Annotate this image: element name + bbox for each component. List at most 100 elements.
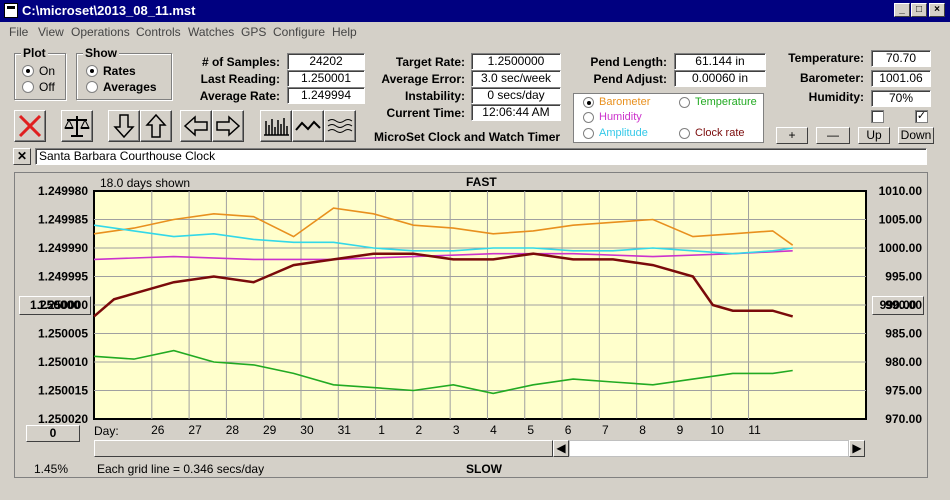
day-axis-label: Day: xyxy=(94,424,119,438)
samples-field: 24202 xyxy=(287,53,365,70)
menu-bar: File View Operations Controls Watches GP… xyxy=(0,22,950,42)
plus-button[interactable]: + xyxy=(776,127,808,144)
menu-configure[interactable]: Configure xyxy=(273,25,326,39)
series-humidity xyxy=(93,250,793,261)
menu-file[interactable]: File xyxy=(9,25,29,39)
menu-view[interactable]: View xyxy=(38,25,64,39)
legend-temperature: Temperature xyxy=(695,96,757,108)
percent-readout: 1.45% xyxy=(34,462,69,476)
up-button[interactable]: Up xyxy=(858,127,890,144)
legend-amplitude-radio[interactable] xyxy=(583,128,594,139)
temperature-label: Temperature: xyxy=(788,51,864,65)
left-tick-label: 1.250000 xyxy=(38,298,88,312)
current-time-label: Current Time: xyxy=(386,106,465,120)
average-rate-label: Average Rate: xyxy=(199,89,280,103)
series-clock-rate xyxy=(93,252,794,318)
maximize-icon[interactable]: □ xyxy=(911,3,927,17)
series-barometer xyxy=(93,207,794,246)
instability-label: Instability: xyxy=(404,89,465,103)
series-temperature xyxy=(93,349,793,395)
day-tick-label: 2 xyxy=(416,423,423,437)
close-x-button[interactable] xyxy=(14,110,46,142)
left-tick-label: 1.250005 xyxy=(38,327,88,341)
rate-up-button[interactable] xyxy=(140,110,172,142)
last-reading-field: 1.250001 xyxy=(287,70,365,87)
day-tick-label: 31 xyxy=(338,423,352,437)
plot-on-radio[interactable] xyxy=(22,65,34,77)
humidity-label: Humidity: xyxy=(808,90,864,104)
left-tick-label: 1.249985 xyxy=(38,213,88,227)
balance-button[interactable] xyxy=(61,110,93,142)
day-tick-label: 6 xyxy=(565,423,572,437)
plot-off-label: Off xyxy=(39,80,55,94)
scroll-left-arrow[interactable]: ◀ xyxy=(553,440,569,457)
clock-name-field[interactable]: Santa Barbara Courthouse Clock xyxy=(35,148,927,165)
wave-view-button[interactable] xyxy=(324,110,356,142)
legend-clockrate: Clock rate xyxy=(695,127,745,139)
show-rates-label: Rates xyxy=(103,64,136,78)
minimize-icon[interactable]: _ xyxy=(894,3,910,17)
scroll-left-button[interactable] xyxy=(180,110,212,142)
pend-adjust-field[interactable]: 0.00060 in xyxy=(674,70,766,87)
chart-frame xyxy=(14,172,928,478)
legend-temperature-radio[interactable] xyxy=(679,97,690,108)
menu-gps[interactable]: GPS xyxy=(241,25,267,39)
line-view-button[interactable] xyxy=(292,110,324,142)
right-tick-label: 970.00 xyxy=(885,412,922,426)
right-center-button[interactable]: 990.00 xyxy=(872,296,924,315)
day-tick-label: 8 xyxy=(639,423,646,437)
arrow-right-icon xyxy=(216,115,241,137)
rate-down-button[interactable] xyxy=(108,110,140,142)
close-icon[interactable]: × xyxy=(929,3,945,17)
show-averages-radio[interactable] xyxy=(86,81,98,93)
show-group-title: Show xyxy=(83,46,119,60)
day-tick-label: 9 xyxy=(677,423,684,437)
down-button[interactable]: Down xyxy=(898,127,934,144)
menu-watches[interactable]: Watches xyxy=(188,25,235,39)
minus-button[interactable]: — xyxy=(816,127,850,144)
legend-barometer-radio[interactable] xyxy=(583,97,594,108)
option-checkbox-2[interactable]: ✓ xyxy=(915,110,928,123)
zero-button[interactable]: 0 xyxy=(26,425,80,442)
option-checkbox-1[interactable] xyxy=(871,110,884,123)
plot-off-radio[interactable] xyxy=(22,81,34,93)
app-title: MicroSet Clock and Watch Timer xyxy=(374,130,561,144)
bars-view-icon xyxy=(264,118,289,136)
instability-field: 0 secs/day xyxy=(471,87,561,104)
pend-length-field[interactable]: 61.144 in xyxy=(674,53,766,70)
scroll-right-button[interactable] xyxy=(212,110,244,142)
day-tick-label: 29 xyxy=(263,423,277,437)
show-averages-label: Averages xyxy=(103,80,157,94)
series-amplitude xyxy=(93,224,793,255)
last-reading-label: Last Reading: xyxy=(200,72,280,86)
right-tick-label: 1005.00 xyxy=(879,213,923,227)
title-bar: C:\microset\2013_08_11.mst _ □ × xyxy=(0,0,950,22)
arrow-down-icon xyxy=(113,114,135,139)
menu-operations[interactable]: Operations xyxy=(71,25,130,39)
day-tick-label: 5 xyxy=(527,423,534,437)
plot-group: Plot On Off xyxy=(14,46,66,100)
right-tick-label: 985.00 xyxy=(885,327,922,341)
left-tick-label: 1.249990 xyxy=(38,241,88,255)
wave-view-icon xyxy=(327,119,353,133)
scroll-track[interactable] xyxy=(569,440,849,457)
barometer-label: Barometer: xyxy=(799,71,864,85)
day-tick-label: 27 xyxy=(188,423,202,437)
legend-humidity-radio[interactable] xyxy=(583,112,594,123)
bars-view-button[interactable] xyxy=(260,110,292,142)
left-center-button[interactable]: 1.250000 xyxy=(19,296,91,315)
clear-name-button[interactable]: ✕ xyxy=(13,148,31,165)
menu-help[interactable]: Help xyxy=(332,25,357,39)
scroll-thumb[interactable] xyxy=(94,440,553,457)
right-tick-label: 995.00 xyxy=(885,270,922,284)
time-scrollbar[interactable]: ◀ ▶ xyxy=(553,440,865,457)
day-tick-label: 26 xyxy=(151,423,165,437)
target-rate-field[interactable]: 1.2500000 xyxy=(471,53,561,70)
pend-adjust-label: Pend Adjust: xyxy=(593,72,667,86)
legend-clockrate-radio[interactable] xyxy=(679,128,690,139)
scroll-right-arrow[interactable]: ▶ xyxy=(849,440,865,457)
left-tick-label: 1.250010 xyxy=(38,355,88,369)
menu-controls[interactable]: Controls xyxy=(136,25,181,39)
show-rates-radio[interactable] xyxy=(86,65,98,77)
